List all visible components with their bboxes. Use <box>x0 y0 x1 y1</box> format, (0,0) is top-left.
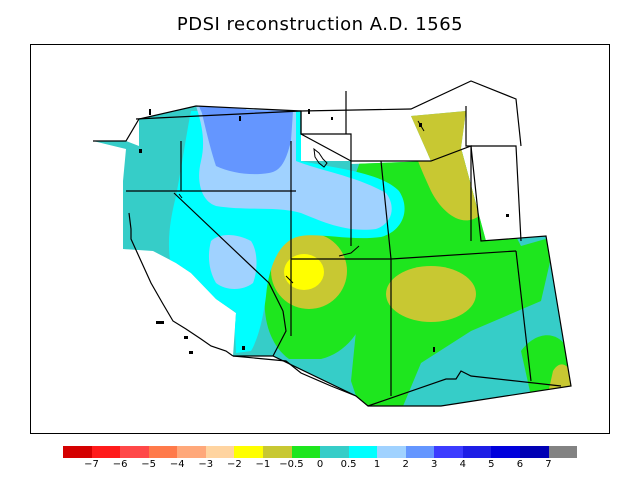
legend-swatch <box>434 446 463 458</box>
map-frame <box>30 44 610 434</box>
legend-swatch <box>377 446 406 458</box>
legend-label: −4 <box>169 459 185 470</box>
fill-neg0.5-southeast-corner <box>549 364 571 389</box>
great-salt-lake <box>313 147 328 168</box>
boundary-north-edge <box>135 80 522 147</box>
islands <box>139 109 509 354</box>
legend-swatch <box>520 446 549 458</box>
legend-colorbar <box>63 446 578 458</box>
salt-lake-south <box>338 245 360 257</box>
fill-neg0.5-southwest-colorado <box>386 266 476 322</box>
boundary-wy-co <box>380 160 392 260</box>
island-11 <box>242 346 245 350</box>
legend-label: −1 <box>255 459 271 470</box>
legend-label: 3 <box>431 459 438 470</box>
legend-label: −2 <box>226 459 242 470</box>
legend-label: 2 <box>402 459 409 470</box>
island-9 <box>184 336 188 339</box>
legend-label: −6 <box>112 459 128 470</box>
legend-swatch <box>320 446 349 458</box>
legend-swatch <box>148 446 178 458</box>
legend-label: −3 <box>198 459 214 470</box>
boundary-ca-az <box>272 310 287 357</box>
island-4 <box>331 117 333 120</box>
boundary-ca-nv <box>173 192 284 312</box>
legend-label: 6 <box>516 459 524 470</box>
boundary-nm-co <box>390 250 517 260</box>
legend-swatch <box>462 446 492 458</box>
boundary-nm-tx <box>515 250 532 382</box>
legend-label: 5 <box>488 459 495 470</box>
map-title: PDSI reconstruction A.D. 1565 <box>176 14 464 35</box>
island-10 <box>189 351 193 354</box>
legend-swatch <box>548 446 578 458</box>
fill-neg1-utah <box>284 254 324 290</box>
legend-label: 1 <box>373 459 381 470</box>
island-1 <box>149 109 151 115</box>
legend-swatch <box>205 446 235 458</box>
island-5 <box>419 123 422 127</box>
boundary-id-mt <box>300 111 352 162</box>
legend-swatch <box>234 446 263 458</box>
lake-mead <box>285 275 294 284</box>
legend-swatch <box>63 446 92 458</box>
pdsi-fill-layer <box>93 106 571 406</box>
boundary-north-dakota <box>465 106 522 242</box>
state-boundaries <box>93 80 572 407</box>
legend-swatch <box>491 446 520 458</box>
legend-swatch <box>291 446 321 458</box>
legend-swatch <box>91 446 121 458</box>
legend-label: −0.5 <box>279 459 304 470</box>
fill-3-idaho-north <box>199 106 249 132</box>
legend-labels: −7 −6 −5 −4 −3 −2 −1 −0.5 0 0.5 1 2 3 4 5 6 7 <box>63 459 577 473</box>
legend-label: 4 <box>459 459 466 470</box>
island-8 <box>156 321 164 324</box>
legend-swatch <box>405 446 435 458</box>
island-3 <box>308 109 310 114</box>
legend-swatch <box>177 446 206 458</box>
legend-label: −5 <box>141 459 157 470</box>
legend-swatch <box>348 446 378 458</box>
fill-2-nevada <box>208 235 257 289</box>
fill-neg0.5-north <box>409 106 479 221</box>
legend-label: 0 <box>316 459 324 470</box>
legend-label: 0.5 <box>340 459 357 470</box>
legend-swatch <box>120 446 149 458</box>
island-6 <box>506 214 509 217</box>
lake-tahoe <box>178 193 183 199</box>
boundary-baja <box>232 355 357 397</box>
legend-label: −7 <box>84 459 99 470</box>
island-2 <box>239 116 241 121</box>
legend-label: 7 <box>545 459 552 470</box>
boundary-nm-az-south <box>367 370 562 407</box>
boundary-coast-ca <box>128 212 234 357</box>
legend-swatch <box>262 446 292 458</box>
island-7 <box>433 347 435 352</box>
island-12 <box>139 149 142 153</box>
pdsi-map <box>93 80 572 407</box>
boundary-region-outline <box>93 105 572 407</box>
